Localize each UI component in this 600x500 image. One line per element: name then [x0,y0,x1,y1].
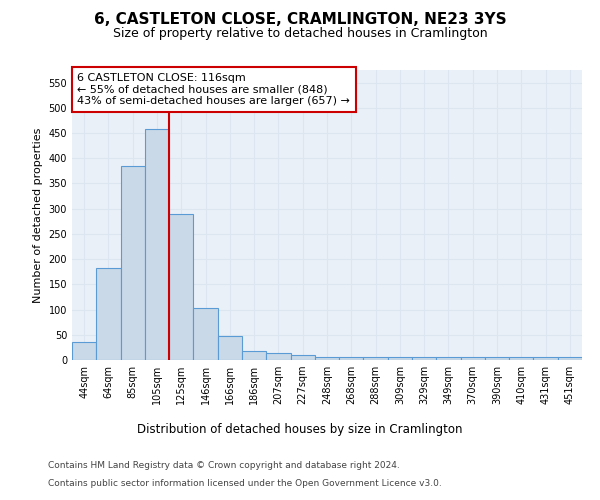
Text: Contains public sector information licensed under the Open Government Licence v3: Contains public sector information licen… [48,478,442,488]
Text: 6 CASTLETON CLOSE: 116sqm
← 55% of detached houses are smaller (848)
43% of semi: 6 CASTLETON CLOSE: 116sqm ← 55% of detac… [77,73,350,106]
Bar [145,129,169,360]
Bar [509,358,533,360]
Bar [412,358,436,360]
Bar [315,358,339,360]
Bar [339,358,364,360]
Y-axis label: Number of detached properties: Number of detached properties [33,128,43,302]
Bar [436,358,461,360]
Text: Size of property relative to detached houses in Cramlington: Size of property relative to detached ho… [113,28,487,40]
Bar [388,358,412,360]
Bar [558,358,582,360]
Bar [72,342,96,360]
Bar [290,356,315,360]
Bar [121,166,145,360]
Bar [461,358,485,360]
Text: Contains HM Land Registry data © Crown copyright and database right 2024.: Contains HM Land Registry data © Crown c… [48,461,400,470]
Bar [533,358,558,360]
Bar [242,351,266,360]
Bar [193,308,218,360]
Bar [169,214,193,360]
Text: Distribution of detached houses by size in Cramlington: Distribution of detached houses by size … [137,422,463,436]
Bar [266,354,290,360]
Text: 6, CASTLETON CLOSE, CRAMLINGTON, NE23 3YS: 6, CASTLETON CLOSE, CRAMLINGTON, NE23 3Y… [94,12,506,28]
Bar [96,268,121,360]
Bar [364,358,388,360]
Bar [485,358,509,360]
Bar [218,336,242,360]
